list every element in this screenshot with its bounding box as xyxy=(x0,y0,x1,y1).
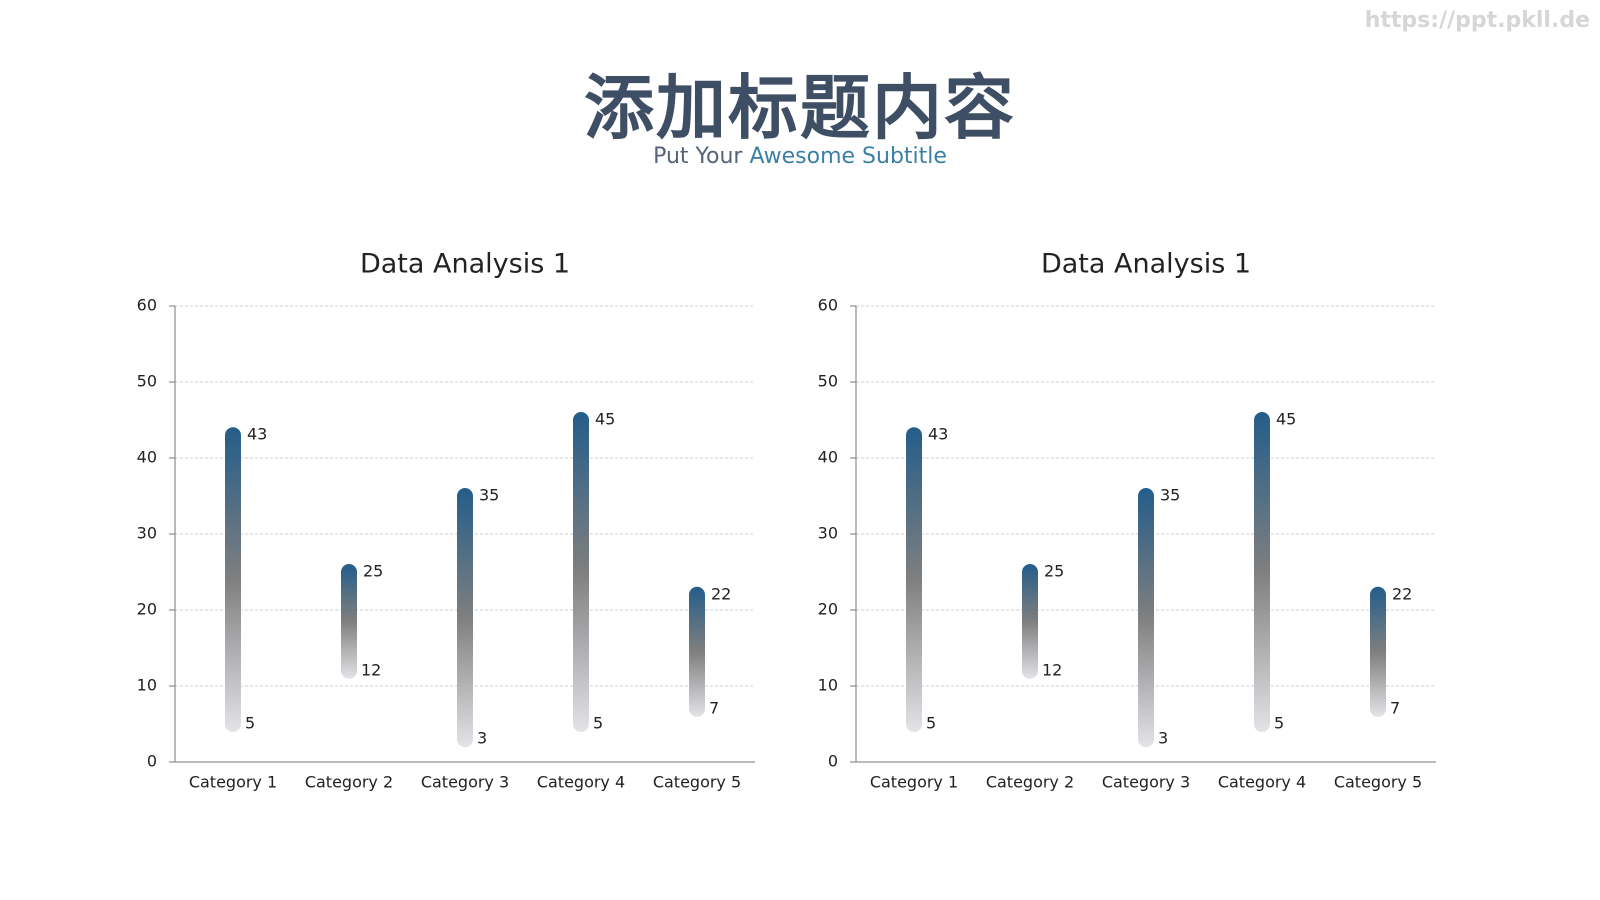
range-bar xyxy=(1022,564,1038,679)
subtitle-part: Put Your xyxy=(653,144,743,169)
range-bar xyxy=(573,412,589,732)
data-label-high: 22 xyxy=(1392,584,1412,603)
data-label-low: 7 xyxy=(709,698,719,717)
range-bar xyxy=(1138,488,1154,748)
x-tick-label: Category 1 xyxy=(189,773,277,792)
data-label-low: 5 xyxy=(593,714,603,733)
range-bar xyxy=(906,427,922,732)
y-tick-label: 20 xyxy=(137,600,157,619)
slide-title: 添加标题内容 xyxy=(584,67,1016,149)
chart-title: Data Analysis 1 xyxy=(360,249,570,280)
y-tick-label: 20 xyxy=(818,600,838,619)
data-label-high: 45 xyxy=(1276,410,1296,429)
y-tick-label: 50 xyxy=(137,372,157,391)
data-label-high: 35 xyxy=(479,486,499,505)
data-label-low: 3 xyxy=(1158,729,1168,748)
y-tick-label: 60 xyxy=(818,296,838,315)
data-label-low: 3 xyxy=(477,729,487,748)
x-tick-label: Category 2 xyxy=(305,773,393,792)
data-label-low: 5 xyxy=(1274,714,1284,733)
y-tick-label: 40 xyxy=(137,448,157,467)
data-label-high: 22 xyxy=(711,584,731,603)
data-label-low: 5 xyxy=(245,714,255,733)
x-tick-label: Category 1 xyxy=(870,773,958,792)
y-tick-label: 10 xyxy=(818,676,838,695)
range-bar xyxy=(1370,586,1386,717)
range-bar xyxy=(225,427,241,732)
range-bar xyxy=(1254,412,1270,732)
x-tick-label: Category 3 xyxy=(421,773,509,792)
x-tick-label: Category 4 xyxy=(537,773,625,792)
data-label-high: 43 xyxy=(928,425,948,444)
data-label-high: 43 xyxy=(247,425,267,444)
y-tick-label: 10 xyxy=(137,676,157,695)
subtitle-highlight: Awesome Subtitle xyxy=(749,144,947,169)
data-label-low: 5 xyxy=(926,714,936,733)
watermark: https://ppt.pkll.de xyxy=(1364,8,1590,33)
y-tick-label: 40 xyxy=(818,448,838,467)
range-bar xyxy=(689,586,705,717)
data-label-high: 35 xyxy=(1160,486,1180,505)
y-tick-label: 50 xyxy=(818,372,838,391)
range-bar xyxy=(457,488,473,748)
y-tick-label: 0 xyxy=(147,752,157,771)
x-tick-label: Category 2 xyxy=(986,773,1074,792)
data-label-high: 25 xyxy=(363,562,383,581)
y-tick-label: 30 xyxy=(137,524,157,543)
chart-title: Data Analysis 1 xyxy=(1041,249,1251,280)
slide-subtitle: Put Your Awesome Subtitle xyxy=(0,144,1600,169)
y-tick-label: 30 xyxy=(818,524,838,543)
y-tick-label: 60 xyxy=(137,296,157,315)
x-tick-label: Category 5 xyxy=(1334,773,1422,792)
data-label-high: 25 xyxy=(1044,562,1064,581)
x-tick-label: Category 3 xyxy=(1102,773,1190,792)
data-label-high: 45 xyxy=(595,410,615,429)
data-label-low: 12 xyxy=(1042,660,1062,679)
y-tick-label: 0 xyxy=(828,752,838,771)
range-bar xyxy=(341,564,357,679)
x-tick-label: Category 4 xyxy=(1218,773,1306,792)
data-label-low: 7 xyxy=(1390,698,1400,717)
x-tick-label: Category 5 xyxy=(653,773,741,792)
data-label-low: 12 xyxy=(361,660,381,679)
